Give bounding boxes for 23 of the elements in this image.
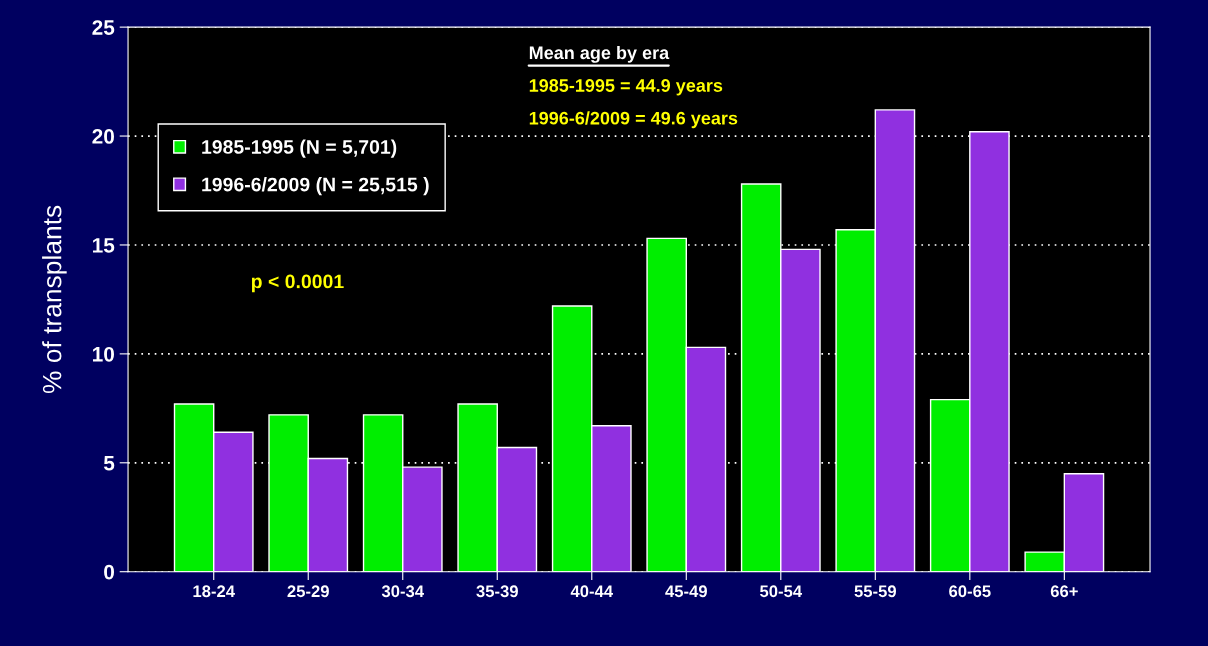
- legend-label: 1985-1995 (N = 5,701): [202, 139, 397, 158]
- x-tick-label: 50-54: [760, 585, 803, 598]
- annotation: 1985-1995 = 44.9 years: [529, 79, 723, 96]
- y-axis-title: % of transplants: [42, 205, 67, 394]
- y-tick-label: 15: [92, 238, 115, 253]
- x-tick-label: 55-59: [854, 585, 897, 598]
- y-tick-label: 20: [92, 129, 114, 144]
- x-tick-label: 45-49: [665, 585, 707, 598]
- x-tick-label: 18-24: [193, 585, 235, 598]
- x-tick-label: 60-65: [949, 585, 991, 598]
- annotation: p < 0.0001: [251, 274, 344, 293]
- y-tick-label: 10: [92, 346, 114, 362]
- x-tick-label: 66+: [1050, 585, 1078, 598]
- y-tick-label: 0: [104, 564, 114, 580]
- x-tick-label: 25-29: [287, 585, 329, 598]
- x-tick-label: 30-34: [381, 585, 424, 598]
- y-tick-label: 25: [92, 20, 115, 35]
- x-tick-label: 35-39: [476, 585, 518, 598]
- legend-label: 1996-6/2009 (N = 25,515 ): [202, 177, 429, 196]
- annotation: 1996-6/2009 = 49.6 years: [529, 111, 738, 129]
- x-tick-label: 40-44: [570, 585, 613, 598]
- annotation: Mean age by era: [529, 45, 670, 63]
- y-tick-label: 5: [103, 456, 115, 471]
